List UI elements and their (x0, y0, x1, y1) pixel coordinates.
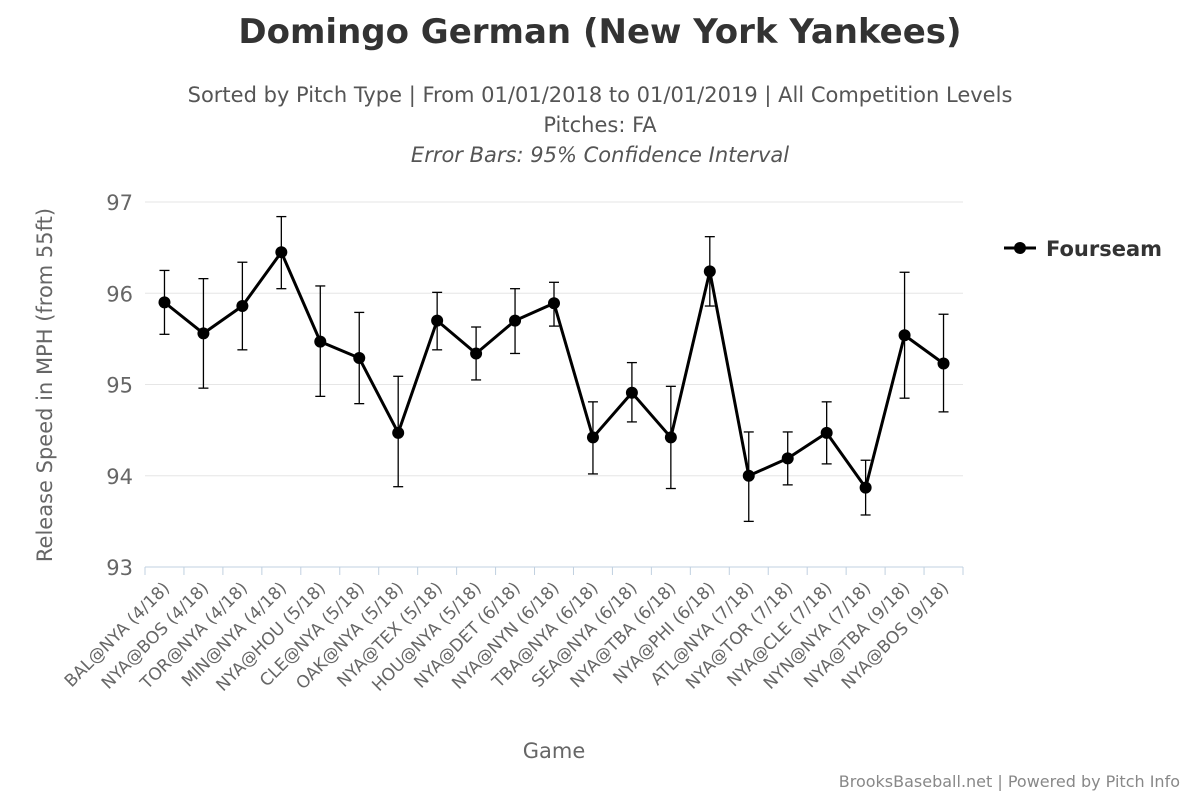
data-point (859, 481, 872, 494)
data-point (314, 335, 327, 348)
data-point (470, 347, 483, 360)
data-point (431, 314, 444, 327)
data-point (742, 469, 755, 482)
data-point (275, 246, 288, 259)
data-point (664, 431, 677, 444)
y-tick-label: 97 (106, 191, 133, 215)
data-point (548, 297, 560, 310)
y-axis-title: Release Speed in MPH (from 55ft) (33, 208, 57, 562)
data-point (236, 300, 249, 313)
data-point (820, 426, 833, 439)
chart-subtitle-error-bars: Error Bars: 95% Confidence Interval (410, 143, 790, 167)
data-point (586, 431, 599, 444)
chart-title: Domingo German (New York Yankees) (238, 12, 962, 52)
data-point (509, 314, 522, 327)
data-point (197, 327, 210, 340)
data-point (392, 426, 405, 439)
chart-credits[interactable]: BrooksBaseball.net | Powered by Pitch In… (838, 772, 1180, 791)
legend-marker (1014, 242, 1026, 254)
y-tick-label: 96 (106, 282, 133, 306)
data-point (353, 352, 366, 365)
data-point (158, 296, 171, 309)
legend-label: Fourseam (1046, 237, 1162, 261)
data-point (703, 265, 716, 278)
data-point (898, 329, 911, 342)
data-point (937, 357, 950, 370)
data-point (625, 386, 638, 399)
y-tick-label: 95 (106, 374, 133, 398)
y-tick-label: 94 (106, 465, 133, 489)
data-point (781, 452, 794, 465)
chart-subtitle: Sorted by Pitch Type | From 01/01/2018 t… (187, 83, 1013, 107)
y-tick-label: 93 (106, 556, 133, 580)
chart-subtitle-pitches: Pitches: FA (543, 113, 657, 137)
x-axis-title: Game (523, 739, 586, 763)
